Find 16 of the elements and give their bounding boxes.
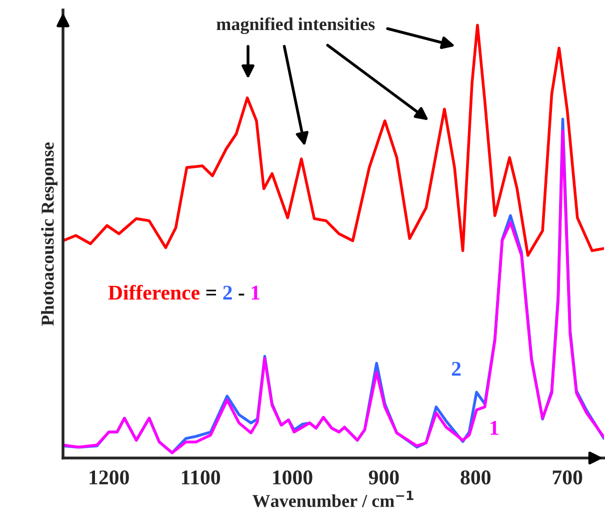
x-tick-label: 1200	[90, 470, 129, 484]
annotation: 2	[223, 286, 232, 300]
x-tick-label: 800	[460, 470, 490, 484]
y-axis-title: Photoacoustic Response	[41, 142, 58, 326]
series-label: 2	[452, 362, 461, 376]
annotation: -	[238, 294, 244, 296]
annotation: magnified intensities	[216, 17, 375, 34]
annotation: =	[206, 290, 216, 296]
x-tick-label: 1000	[273, 470, 312, 484]
annotation: 1	[252, 286, 260, 300]
x-tick-label: 700	[552, 470, 582, 484]
x-axis-title: Wavenumber / cm$^{−1}$	[252, 490, 414, 508]
x-tick-label: 1100	[182, 470, 220, 484]
series-label: 1	[490, 421, 498, 435]
x-tick-label: 900	[368, 470, 399, 484]
text: Difference	[108, 284, 200, 300]
